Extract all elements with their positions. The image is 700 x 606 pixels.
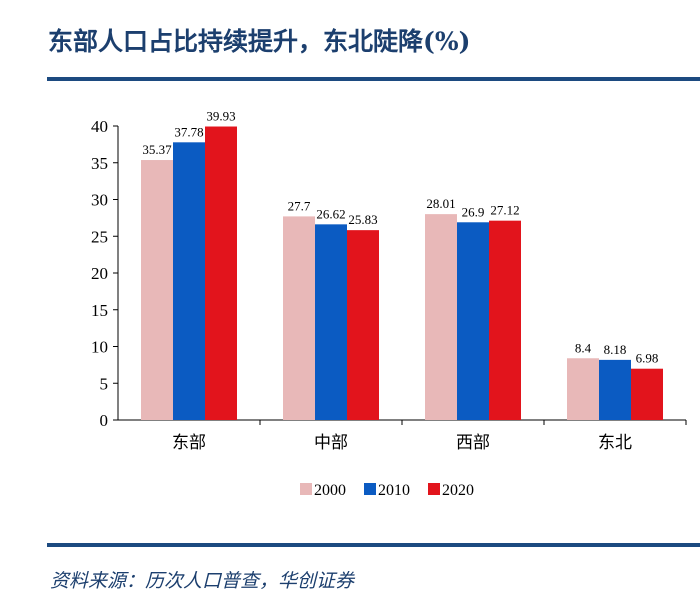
data-label: 37.78	[174, 124, 203, 139]
legend-label: 2010	[378, 482, 410, 499]
data-label: 6.98	[636, 351, 659, 366]
bar-2000	[567, 358, 599, 420]
bar-2000	[425, 214, 457, 420]
source-note: 资料来源：历次人口普查，华创证券	[50, 570, 355, 592]
data-label: 8.18	[604, 342, 627, 357]
bar-2010	[457, 222, 489, 420]
legend-swatch-2020	[428, 483, 440, 495]
bar-2020	[205, 126, 237, 421]
y-tick-label: 10	[91, 338, 108, 357]
y-tick-label: 0	[100, 411, 109, 430]
bar-2000	[141, 160, 173, 420]
bar-2020	[489, 220, 521, 420]
x-tick-label: 中部	[314, 433, 348, 452]
top-rule	[47, 77, 700, 81]
data-label: 26.62	[316, 206, 345, 221]
bar-2010	[599, 359, 631, 420]
bar-2020	[631, 368, 663, 420]
bar-2000	[283, 216, 315, 420]
bar-2010	[315, 224, 347, 420]
legend-label: 2020	[442, 482, 474, 499]
legend-swatch-2000	[300, 483, 312, 495]
x-tick-label: 东北	[598, 433, 632, 452]
y-tick-label: 30	[91, 191, 108, 210]
y-tick-label: 15	[91, 301, 108, 320]
data-label: 26.9	[462, 204, 485, 219]
data-label: 8.4	[575, 340, 592, 355]
data-label: 28.01	[426, 196, 455, 211]
legend-label: 2000	[314, 482, 346, 499]
bar-2010	[173, 142, 205, 420]
x-tick-label: 东部	[172, 433, 206, 452]
chart-title: 东部人口占比持续提升，东北陡降(%)	[48, 27, 471, 56]
y-tick-label: 5	[100, 374, 109, 393]
data-label: 39.93	[206, 109, 235, 124]
data-label: 27.7	[288, 198, 311, 213]
data-label: 35.37	[142, 142, 172, 157]
data-label: 25.83	[348, 212, 377, 227]
bottom-rule	[47, 543, 700, 547]
bar-2020	[347, 230, 379, 420]
y-tick-label: 35	[91, 154, 108, 173]
legend-swatch-2010	[364, 483, 376, 495]
data-label: 27.12	[490, 203, 519, 218]
x-tick-label: 西部	[456, 433, 490, 452]
y-tick-label: 20	[91, 264, 108, 283]
y-tick-label: 25	[91, 227, 108, 246]
y-tick-label: 40	[91, 117, 108, 136]
